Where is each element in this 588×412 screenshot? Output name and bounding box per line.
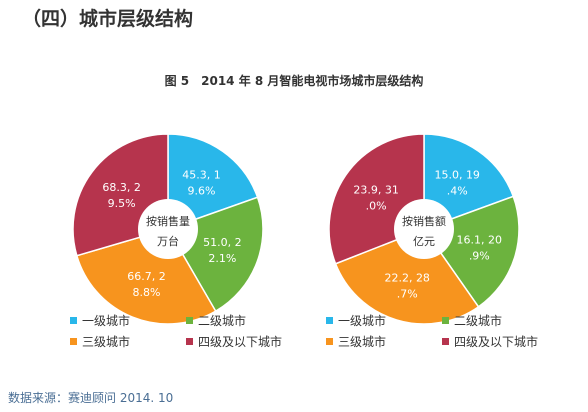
pie-slice (167, 133, 259, 231)
legend-item: 三级城市 (70, 334, 130, 349)
slice-data-label: 68.3, 2 (102, 181, 140, 194)
pie-center-label: 按销售额 (402, 214, 446, 228)
slice-data-label: 66.7, 2 (127, 270, 165, 283)
slice-data-label: .7% (397, 288, 418, 301)
slice-data-label: 9.5% (108, 197, 136, 210)
pie-1: 45.3, 1 9.6% 51.0, 2 2.1% 66.7, 2 8.8% 68.3, 2… (72, 133, 264, 325)
slice-data-label: 9.6% (188, 185, 216, 198)
pie-center-label: 亿元 (413, 235, 435, 248)
legend-item: 一级城市 (326, 313, 386, 328)
legend-label: 二级城市 (198, 313, 246, 328)
legend-swatch (442, 338, 449, 345)
legend-label: 四级及以下城市 (454, 334, 538, 349)
legend-label: 二级城市 (454, 313, 502, 328)
legend-item: 一级城市 (70, 313, 130, 328)
slice-data-label: 15.0, 19 (434, 169, 479, 182)
slice-data-label: .4% (447, 185, 468, 198)
slice-data-label: 45.3, 1 (182, 169, 220, 182)
slice-data-label: 2.1% (208, 252, 236, 265)
legend-item: 二级城市 (442, 313, 502, 328)
pie-center-label: 万台 (157, 234, 179, 248)
legend-swatch (186, 317, 193, 324)
slice-data-label: 22.2, 28 (384, 272, 429, 285)
legend-swatch (70, 317, 77, 324)
slice-data-label: .9% (469, 249, 490, 262)
pie-charts: 45.3, 1 9.6% 51.0, 2 2.1% 66.7, 2 8.8% 68.3, 2… (72, 133, 520, 325)
legend-item: 三级城市 (326, 334, 386, 349)
slice-data-label: 16.1, 20 (457, 233, 502, 246)
legend-swatch (326, 338, 333, 345)
slice-data-label: 51.0, 2 (203, 236, 241, 249)
source-note: 数据来源：赛迪顾问 2014. 10 (8, 391, 174, 405)
pie-center-label: 按销售量 (146, 214, 190, 228)
legend-item: 四级及以下城市 (442, 334, 538, 349)
legend-label: 三级城市 (82, 334, 130, 349)
pie-2: 15.0, 19 .4% 16.1, 20 .9% 22.2, 28 .7% 23.9, 3… (328, 133, 520, 325)
section-heading: （四）城市层级结构 (22, 8, 194, 30)
legend-swatch (186, 338, 193, 345)
legend-label: 四级及以下城市 (198, 334, 282, 349)
pie-slice (334, 228, 480, 325)
legend-swatch (326, 317, 333, 324)
legend-swatch (442, 317, 449, 324)
slice-data-label: 8.8% (133, 286, 161, 299)
slice-data-label: .0% (366, 199, 387, 212)
legend-item: 四级及以下城市 (186, 334, 282, 349)
legend-item: 二级城市 (186, 313, 246, 328)
pie-center (138, 199, 198, 259)
legend-swatch (70, 338, 77, 345)
slice-data-label: 23.9, 31 (353, 183, 398, 196)
pie-center (394, 199, 454, 259)
chart-title: 图 5 2014 年 8 月智能电视市场城市层级结构 (165, 73, 424, 88)
legend-label: 一级城市 (338, 313, 386, 328)
legend-label: 三级城市 (338, 334, 386, 349)
pie-slice (423, 133, 515, 231)
legend-label: 一级城市 (82, 313, 130, 328)
